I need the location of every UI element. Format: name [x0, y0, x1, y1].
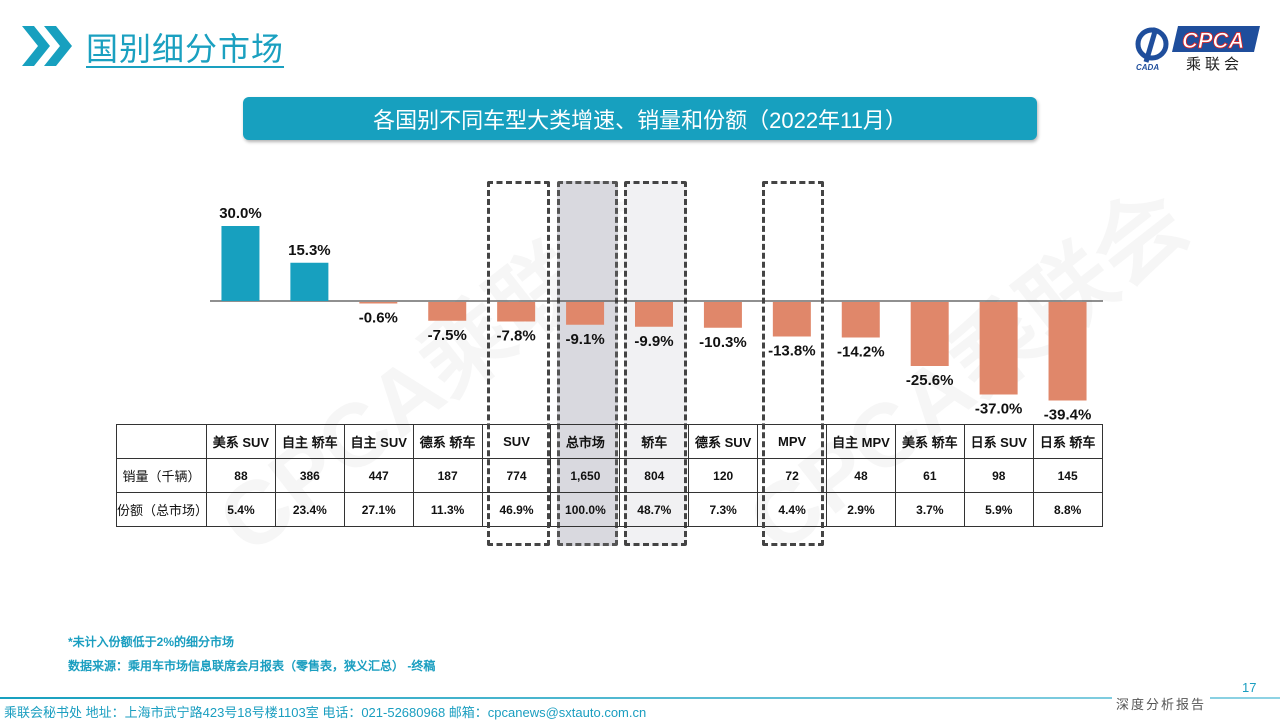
note-source: 数据来源：乘用车市场信息联席会月报表（零售表，狭义汇总） -终稿 [68, 659, 436, 673]
table-cell: 100.0% [550, 492, 621, 527]
page-title: 国别细分市场 [86, 31, 285, 67]
row-label: 份额（总市场） [116, 492, 208, 527]
bar-1 [290, 262, 329, 301]
row-label: 销量（千辆） [116, 458, 207, 493]
table-cell: 61 [894, 458, 965, 493]
data-label: -37.0% [975, 401, 1023, 418]
svg-text:乘联会: 乘联会 [1186, 55, 1243, 72]
column-header: 日系 SUV [963, 424, 1034, 459]
svg-text:CADA: CADA [1136, 63, 1159, 72]
table-cell: 447 [343, 458, 414, 493]
highlight-box-suv [487, 181, 550, 546]
chart-banner: 各国别不同车型大类增速、销量和份额（2022年11月） [243, 97, 1037, 140]
column-header: 日系 轿车 [1032, 424, 1103, 459]
bar-3 [428, 302, 467, 321]
data-label: -0.6% [359, 310, 398, 327]
table-cell: 4.4% [757, 492, 828, 527]
data-label: -7.8% [497, 328, 536, 345]
footer-divider [0, 697, 1280, 699]
table-cell: 8.8% [1032, 492, 1103, 527]
data-label: -7.5% [428, 327, 467, 344]
bar-6 [635, 302, 673, 327]
notes: *未计入份额低于2%的细分市场 数据来源：乘用车市场信息联席会月报表（零售表，狭… [68, 630, 435, 678]
data-label: 15.3% [288, 242, 331, 259]
table-cell: 2.9% [826, 492, 896, 527]
table-cell: 88 [206, 458, 276, 493]
data-table: 美系 SUV 自主 轿车 自主 SUV 德系 轿车 SUV 总市场 轿车 德系 SUV MPV 自… [116, 424, 1103, 527]
table-cell: 48 [826, 458, 896, 493]
table-cell: 774 [481, 458, 552, 493]
table-cell: 23.4% [274, 492, 345, 527]
bar-0 [221, 226, 260, 301]
bar-4 [497, 302, 536, 322]
table-cell: 1,650 [550, 458, 621, 493]
bar-2 [359, 302, 398, 304]
table-cell: 5.4% [206, 492, 276, 527]
data-label: -14.2% [837, 344, 885, 361]
bar-5 [566, 302, 605, 325]
bar-10 [910, 302, 949, 366]
bar-9 [841, 302, 880, 338]
table-cell: 48.7% [619, 492, 690, 527]
bar-11 [979, 302, 1018, 395]
note-share: *未计入份额低于2%的细分市场 [68, 635, 235, 649]
bar-8 [772, 302, 811, 337]
table-cell: 5.9% [963, 492, 1034, 527]
report-tag: 深度分析报告 [1112, 694, 1211, 713]
page-number: 17 [1242, 680, 1257, 695]
column-header: 自主 SUV [343, 424, 414, 459]
table-cell: 804 [619, 458, 690, 493]
svg-text:CPCA: CPCA [1182, 28, 1244, 53]
table-cell: 3.7% [894, 492, 965, 527]
data-label: -9.1% [565, 331, 604, 348]
table-corner [116, 424, 207, 459]
table-cell: 187 [412, 458, 483, 493]
table-cell: 46.9% [481, 492, 552, 527]
column-header: 美系 SUV [206, 424, 276, 459]
column-header: 德系 SUV [688, 424, 759, 459]
table-cell: 7.3% [688, 492, 759, 527]
chevron-right-icon [22, 26, 72, 66]
column-header: SUV [481, 424, 552, 459]
data-label: -9.9% [634, 333, 673, 350]
data-label: -39.4% [1044, 407, 1092, 424]
column-header: 自主 轿车 [274, 424, 345, 459]
data-label: 30.0% [219, 205, 262, 222]
table-cell: 98 [963, 458, 1034, 493]
table-row: 销量（千辆） 88 386 447 187 774 1,650 804 120 72 48 61 98 1… [116, 458, 1103, 493]
column-header: 自主 MPV [826, 424, 896, 459]
data-label: -25.6% [906, 372, 954, 389]
table-cell: 27.1% [343, 492, 414, 527]
table-cell: 120 [688, 458, 759, 493]
bar-12 [1048, 302, 1087, 401]
cpca-logo: CADA CPCA 乘联会 [1134, 22, 1260, 73]
table-cell: 386 [274, 458, 345, 493]
footer-contact: 乘联会秘书处 地址：上海市武宁路423号18号楼1103室 电话：021-526… [4, 705, 647, 720]
table-row: 份额（总市场） 5.4% 23.4% 27.1% 11.3% 46.9% 100.0% 48.… [116, 492, 1103, 527]
table-cell: 145 [1032, 458, 1103, 493]
column-header: 美系 轿车 [894, 424, 965, 459]
data-label: -13.8% [768, 343, 816, 360]
bar-chart: 30.0% 15.3% -0.6% -7.5% -7.8% -9.1% -9.9% -10.3… [210, 205, 1103, 424]
highlight-box-mpv [762, 181, 824, 546]
data-label: -10.3% [699, 334, 747, 351]
bar-7 [703, 302, 742, 328]
column-header: 轿车 [619, 424, 690, 459]
table-cell: 11.3% [412, 492, 483, 527]
column-header: 德系 轿车 [412, 424, 483, 459]
column-header: 总市场 [550, 424, 621, 459]
table-header-row: 美系 SUV 自主 轿车 自主 SUV 德系 轿车 SUV 总市场 轿车 德系 SUV MPV 自… [116, 424, 1103, 459]
